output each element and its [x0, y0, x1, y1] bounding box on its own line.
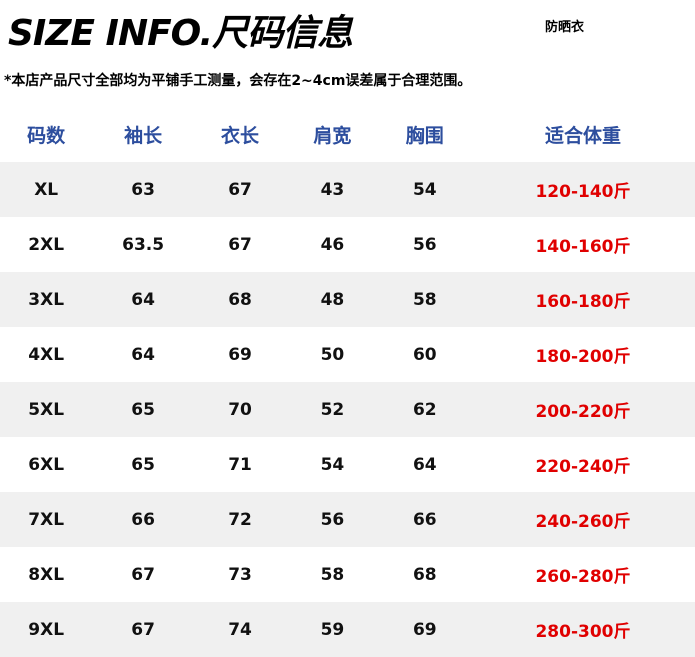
table-cell: 54	[378, 162, 471, 217]
table-cell: 74	[193, 602, 287, 657]
table-cell: 240-260斤	[470, 492, 695, 547]
table-cell: 71	[228, 454, 252, 475]
measurement-note: *本店产品尺寸全部均为平铺手工测量，会存在2~4cm误差属于合理范围。	[4, 73, 472, 89]
table-cell: 140-160斤	[535, 237, 631, 257]
table-cell: 160-180斤	[470, 272, 695, 327]
table-row: 2XL 63.5 67 46 56 140-160斤	[0, 217, 695, 272]
table-cell: 67	[193, 162, 287, 217]
table-cell: 120-140斤	[470, 162, 695, 217]
table-cell: 50	[320, 344, 345, 365]
table-cell: 63	[92, 162, 194, 217]
product-tag: 防晒衣	[545, 20, 585, 35]
table-cell: 64	[412, 454, 437, 475]
table-cell: 68	[412, 564, 437, 585]
table-cell: 68	[193, 272, 287, 327]
table-cell: 43	[286, 162, 379, 217]
table-cell: 52	[286, 382, 379, 437]
page-title: SIZE INFO.尺码信息	[8, 13, 353, 54]
table-cell: 4XL	[28, 344, 65, 365]
table-cell: 67	[131, 564, 155, 585]
table-cell: 260-280斤	[535, 567, 631, 587]
table-cell: 69	[378, 602, 471, 657]
table-cell: 2XL	[28, 234, 65, 255]
column-header: 适合体重	[544, 124, 621, 147]
table-cell: 56	[286, 492, 379, 547]
table-cell: 67	[228, 234, 252, 255]
table-cell: 200-220斤	[470, 382, 695, 437]
table-row: 8XL 67 73 58 68 260-280斤	[0, 547, 695, 602]
table-cell: 8XL	[28, 564, 65, 585]
size-table: 码数 袖长 衣长 肩宽 胸围 适合体重 XL 63 67 43 54 120-140斤 2XL 63.5…	[0, 106, 695, 657]
column-header: 衣长	[221, 124, 260, 147]
table-cell: 6XL	[28, 454, 65, 475]
table-cell: 280-300斤	[470, 602, 695, 657]
table-cell: 59	[286, 602, 379, 657]
table-cell: 60	[412, 344, 437, 365]
table-cell: 48	[286, 272, 379, 327]
table-cell: XL	[0, 162, 93, 217]
table-cell: 180-200斤	[535, 347, 631, 367]
table-cell: 58	[320, 564, 345, 585]
table-row: 5XL 65 70 52 62 200-220斤	[0, 382, 695, 437]
table-cell: 65	[131, 454, 155, 475]
table-cell: 64	[131, 344, 155, 365]
table-row: 9XL 67 74 59 69 280-300斤	[0, 602, 695, 657]
column-header: 肩宽	[313, 124, 352, 147]
table-cell: 67	[92, 602, 194, 657]
table-cell: 70	[193, 382, 287, 437]
table-cell: 72	[193, 492, 287, 547]
column-header: 码数	[27, 124, 66, 147]
table-cell: 64	[92, 272, 194, 327]
table-cell: 62	[378, 382, 471, 437]
table-row: 7XL 66 72 56 66 240-260斤	[0, 492, 695, 547]
table-cell: 56	[412, 234, 437, 255]
header-row: 码数 袖长 衣长 肩宽 胸围 适合体重	[0, 106, 695, 162]
table-row: XL 63 67 43 54 120-140斤	[0, 162, 695, 217]
table-cell: 73	[228, 564, 252, 585]
table-row: 6XL 65 71 54 64 220-240斤	[0, 437, 695, 492]
table-cell: 220-240斤	[535, 457, 631, 477]
table-cell: 63.5	[122, 234, 165, 255]
table-cell: 58	[378, 272, 471, 327]
table-cell: 7XL	[0, 492, 93, 547]
column-header: 胸围	[405, 124, 444, 147]
table-cell: 46	[320, 234, 345, 255]
table-cell: 66	[92, 492, 194, 547]
table-cell: 9XL	[0, 602, 93, 657]
table-cell: 65	[92, 382, 194, 437]
table-cell: 5XL	[0, 382, 93, 437]
table-row: 3XL 64 68 48 58 160-180斤	[0, 272, 695, 327]
column-header: 袖长	[124, 124, 163, 147]
table-cell: 69	[228, 344, 252, 365]
table-cell: 54	[320, 454, 345, 475]
table-cell: 3XL	[0, 272, 93, 327]
table-row: 4XL 64 69 50 60 180-200斤	[0, 327, 695, 382]
table-cell: 66	[378, 492, 471, 547]
